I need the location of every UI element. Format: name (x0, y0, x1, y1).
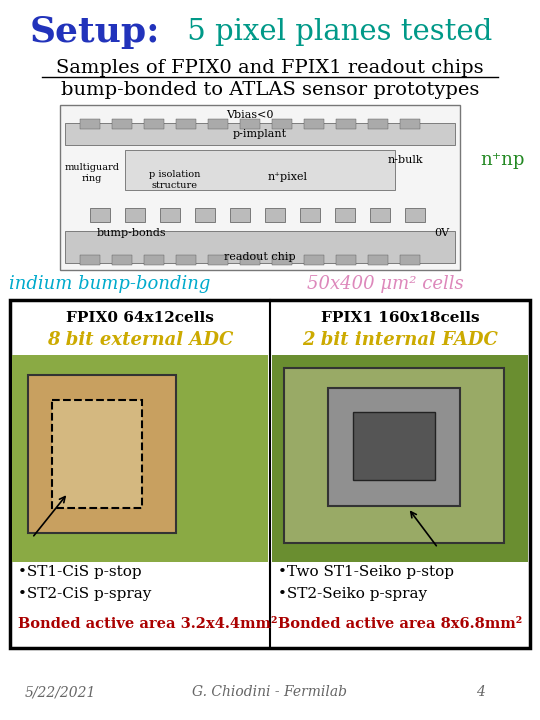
Text: 4: 4 (476, 685, 484, 699)
Text: p-implant: p-implant (233, 129, 287, 139)
Bar (265, 208, 285, 222)
Bar (300, 208, 320, 222)
Text: 8 bit external ADC: 8 bit external ADC (47, 331, 233, 349)
Bar (90, 208, 110, 222)
Bar (240, 255, 260, 265)
Text: •ST1-CiS p-stop: •ST1-CiS p-stop (18, 565, 141, 579)
Bar (80, 255, 100, 265)
Text: 5 pixel planes tested: 5 pixel planes tested (178, 18, 492, 46)
Bar (144, 255, 164, 265)
Text: •ST2-CiS p-spray: •ST2-CiS p-spray (18, 587, 151, 601)
Text: p isolation
structure: p isolation structure (150, 171, 201, 189)
Text: Setup:: Setup: (30, 15, 160, 49)
Bar (80, 119, 100, 129)
Text: n⁺pixel: n⁺pixel (268, 172, 308, 182)
Bar (368, 255, 388, 265)
Text: Vbias<0: Vbias<0 (226, 110, 274, 120)
Bar (160, 208, 180, 222)
Bar (28, 375, 176, 533)
Text: Samples of FPIX0 and FPIX1 readout chips: Samples of FPIX0 and FPIX1 readout chips (56, 59, 484, 77)
Text: bump-bonds: bump-bonds (97, 228, 167, 238)
Bar (208, 255, 228, 265)
Text: 50x400 μm² cells: 50x400 μm² cells (307, 275, 463, 293)
Bar (125, 150, 395, 190)
Text: 0V: 0V (435, 228, 450, 238)
Bar (176, 255, 196, 265)
Text: Bonded active area 8x6.8mm²: Bonded active area 8x6.8mm² (278, 617, 522, 631)
Bar (335, 208, 355, 222)
Text: indium bump-bonding: indium bump-bonding (9, 275, 211, 293)
Bar (353, 412, 435, 480)
Bar (12, 355, 268, 562)
Text: G. Chiodini - Fermilab: G. Chiodini - Fermilab (192, 685, 348, 699)
Bar (405, 208, 425, 222)
Bar (52, 400, 142, 508)
Text: 5/22/2021: 5/22/2021 (24, 685, 96, 699)
Bar (10, 300, 530, 648)
Text: •ST2-Seiko p-spray: •ST2-Seiko p-spray (278, 587, 427, 601)
Bar (272, 355, 528, 562)
Text: n⁺np: n⁺np (480, 151, 524, 169)
Text: readout chip: readout chip (224, 252, 296, 262)
Bar (304, 119, 324, 129)
Bar (60, 105, 460, 270)
Bar (304, 255, 324, 265)
Bar (144, 119, 164, 129)
Text: multiguard
ring: multiguard ring (64, 163, 119, 183)
Bar (112, 119, 132, 129)
Bar (65, 123, 455, 145)
Text: 2 bit internal FADC: 2 bit internal FADC (302, 331, 498, 349)
Bar (272, 255, 292, 265)
Text: FPIX0 64x12cells: FPIX0 64x12cells (66, 311, 214, 325)
Bar (400, 255, 420, 265)
Text: •Two ST1-Seiko p-stop: •Two ST1-Seiko p-stop (278, 565, 454, 579)
Bar (230, 208, 250, 222)
Bar (65, 231, 455, 263)
Bar (336, 255, 356, 265)
Bar (328, 388, 460, 506)
Bar (272, 119, 292, 129)
Bar (368, 119, 388, 129)
Text: FPIX1 160x18cells: FPIX1 160x18cells (321, 311, 480, 325)
Bar (112, 255, 132, 265)
Bar (240, 119, 260, 129)
Bar (176, 119, 196, 129)
Text: bump-bonded to ATLAS sensor prototypes: bump-bonded to ATLAS sensor prototypes (61, 81, 479, 99)
Bar (125, 208, 145, 222)
Bar (370, 208, 390, 222)
Bar (400, 119, 420, 129)
Bar (284, 368, 504, 543)
Text: n-bulk: n-bulk (387, 155, 423, 165)
Bar (336, 119, 356, 129)
Bar (195, 208, 215, 222)
Bar (208, 119, 228, 129)
Text: Bonded active area 3.2x4.4mm²: Bonded active area 3.2x4.4mm² (18, 617, 278, 631)
